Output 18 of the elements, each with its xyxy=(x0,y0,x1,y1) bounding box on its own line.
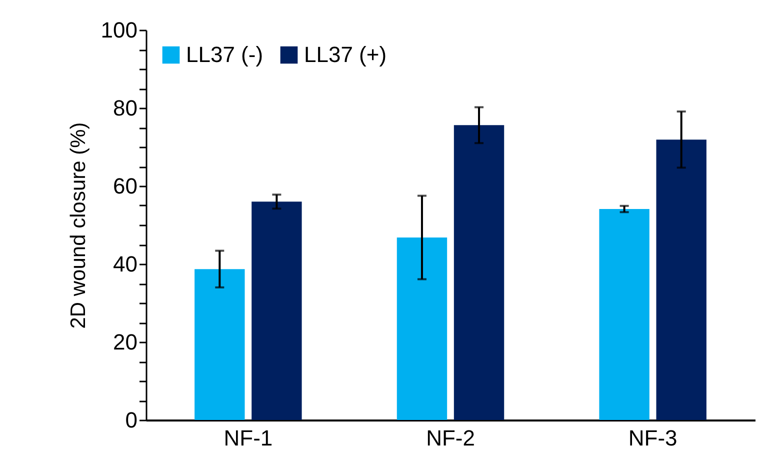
y-tick-label: 100 xyxy=(100,18,138,42)
y-tick-label: 20 xyxy=(113,330,138,354)
legend-label: LL37 (-) xyxy=(186,42,264,67)
bar xyxy=(396,237,448,420)
bar xyxy=(194,269,245,420)
y-tick-label: 80 xyxy=(113,96,138,120)
x-tick-label: NF-1 xyxy=(224,426,273,450)
bar xyxy=(656,140,706,420)
y-tick-label: 40 xyxy=(113,252,138,276)
y-axis-title: 2D wound closure (%) xyxy=(66,122,90,329)
y-tick-label: 0 xyxy=(125,408,138,432)
bar xyxy=(599,209,650,420)
bar xyxy=(454,125,504,420)
y-tick-label: 60 xyxy=(113,174,138,198)
x-tick-label: NF-3 xyxy=(628,426,678,450)
bar xyxy=(252,202,302,420)
legend-label: LL37 (+) xyxy=(304,42,387,67)
x-tick-label: NF-2 xyxy=(426,426,475,450)
